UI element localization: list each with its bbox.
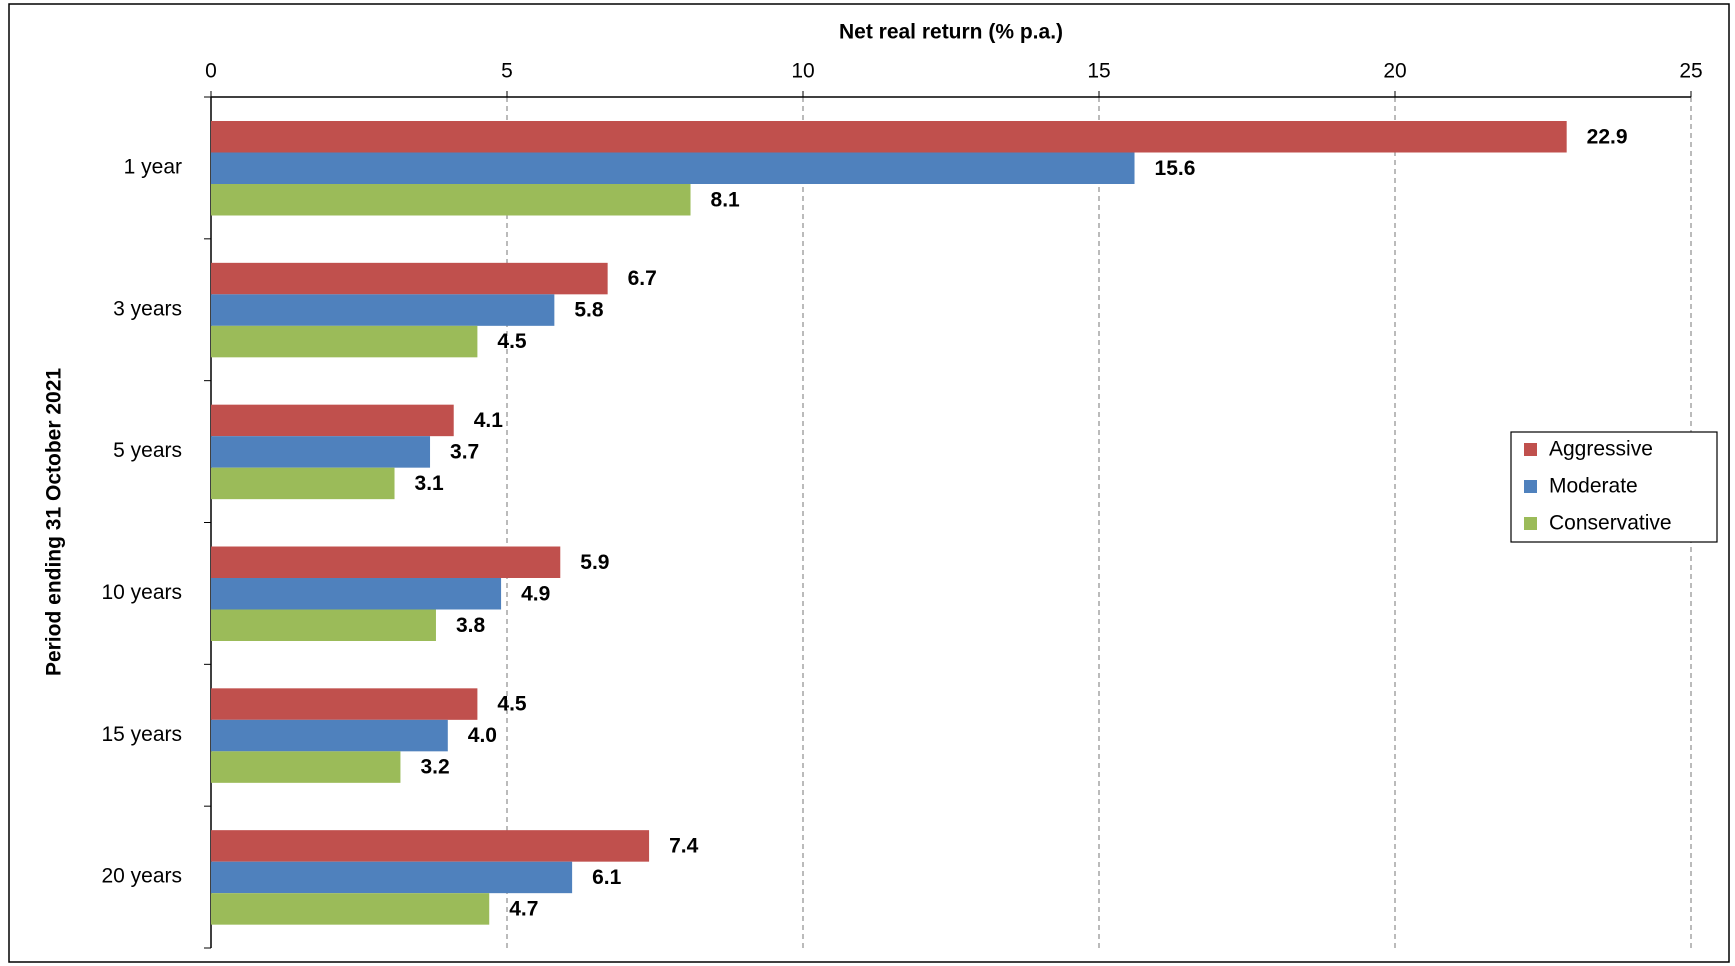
x-tick-label: 25 [1679,60,1702,83]
value-label: 3.1 [415,472,445,495]
bar [211,262,608,295]
value-label: 5.9 [580,551,609,574]
bar [211,152,1135,184]
y-tick-label: 3 years [113,297,182,320]
bar [211,751,401,783]
legend-label: Aggressive [1549,438,1653,461]
bar [211,467,395,500]
value-label: 7.4 [669,834,699,857]
y-tick-label: 15 years [101,723,182,746]
legend-swatch [1524,443,1537,456]
value-label: 4.5 [497,693,527,716]
y-axis-title: Period ending 31 October 2021 [43,368,66,676]
y-tick-label: 20 years [101,865,182,888]
bar [211,719,448,752]
x-axis-title: Net real return (% p.a.) [839,21,1063,44]
value-label: 3.2 [420,756,449,779]
bar [211,578,502,610]
y-tick-label: 1 year [124,155,182,178]
legend-label: Moderate [1549,475,1638,498]
value-label: 4.5 [497,330,527,353]
bar [211,688,478,720]
x-tick-label: 0 [205,60,217,83]
bar [211,609,436,641]
value-label: 15.6 [1155,157,1196,180]
y-tick-label: 5 years [113,439,182,462]
legend-label: Conservative [1549,512,1672,535]
legend-swatch [1524,480,1537,493]
legend-box [1510,431,1718,543]
bar [211,546,561,578]
value-label: 6.7 [628,267,657,290]
legend-swatch [1524,517,1537,530]
x-tick-label: 20 [1383,60,1406,83]
x-tick-label: 10 [791,60,814,83]
bar [211,436,431,468]
x-tick-label: 15 [1087,60,1110,83]
bar [211,830,650,862]
value-label: 6.1 [592,866,622,889]
bar [211,294,555,326]
value-label: 22.9 [1587,125,1628,148]
bar [211,121,1567,153]
value-label: 8.1 [711,188,741,211]
value-label: 4.9 [521,582,550,605]
chart-frame [8,3,1730,963]
bar [211,893,490,925]
value-label: 4.7 [509,897,538,920]
value-label: 5.8 [574,299,604,322]
bar [211,184,691,216]
x-tick-label: 5 [501,60,513,83]
value-label: 3.7 [450,440,479,463]
value-label: 3.8 [456,614,486,637]
bar [211,861,573,894]
y-tick-label: 10 years [101,581,182,604]
value-label: 4.0 [468,724,497,747]
bar [211,404,454,437]
bar [211,325,478,358]
value-label: 4.1 [474,409,504,432]
